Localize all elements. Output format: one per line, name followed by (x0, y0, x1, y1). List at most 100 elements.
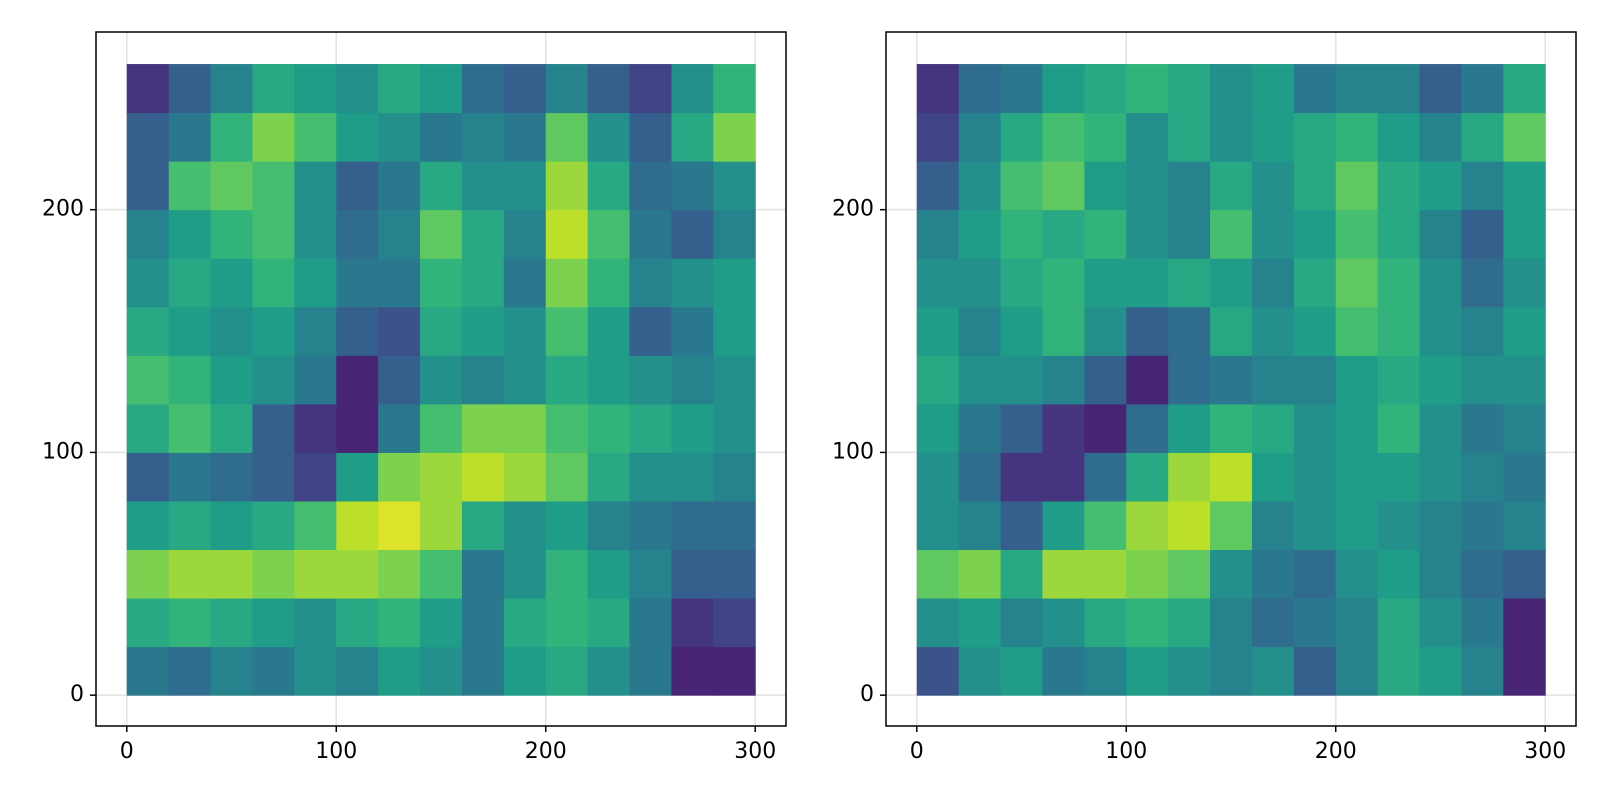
heatmap-cell (1293, 646, 1337, 696)
heatmap-cell (713, 306, 756, 356)
heatmap-cell (1461, 64, 1504, 114)
heatmap-cell (1461, 549, 1504, 599)
heatmap-cell (420, 646, 463, 696)
heatmap-cell (378, 500, 421, 551)
heatmap-cell (503, 64, 547, 114)
heatmap-cell (1377, 209, 1421, 259)
heatmap-cell (168, 598, 212, 648)
heatmap-cell (629, 258, 672, 308)
heatmap-cell (1084, 161, 1127, 211)
heatmap-cell (671, 209, 714, 259)
heatmap-cell (1126, 161, 1169, 211)
heatmap-cell (1042, 500, 1085, 551)
heatmap-cell (1251, 403, 1295, 453)
heatmap-cell (1000, 306, 1043, 356)
heatmap-cell (420, 258, 463, 308)
heatmap-cell (1000, 355, 1043, 405)
heatmap-cell (378, 549, 421, 599)
heatmap-cell (1084, 112, 1127, 162)
heatmap-cell (210, 500, 253, 551)
heatmap-cell (1419, 403, 1462, 453)
heatmap-cell (916, 258, 960, 308)
heatmap-cell (545, 64, 589, 114)
heatmap-cell (545, 161, 589, 211)
heatmap-cell (378, 258, 421, 308)
heatmap-cell (503, 112, 547, 162)
heatmap-cell (336, 598, 379, 648)
heatmap-cell (1210, 549, 1253, 599)
heatmap-cell (1335, 549, 1379, 599)
heatmap-cell (210, 549, 253, 599)
heatmap-cell (1210, 500, 1253, 551)
heatmap-cell (1293, 355, 1337, 405)
heatmap-cell (503, 306, 547, 356)
heatmap-cell (916, 598, 960, 648)
heatmap-cell (252, 258, 295, 308)
heatmap-cell (1126, 549, 1169, 599)
heatmap-cell (916, 646, 960, 696)
heatmap-cell (587, 646, 631, 696)
heatmap-cell (671, 549, 714, 599)
heatmap-cell (252, 646, 295, 696)
heatmap-cell (545, 258, 589, 308)
x-tick-label: 0 (910, 739, 924, 764)
heatmap-cell (1335, 646, 1379, 696)
heatmap-cell (294, 161, 337, 211)
heatmap-cell (1377, 452, 1421, 502)
heatmap-cell (1042, 258, 1085, 308)
heatmap-cell (1084, 452, 1127, 502)
heatmap-cell (545, 112, 589, 162)
heatmap-cell (1084, 306, 1127, 356)
heatmap-cell (461, 64, 505, 114)
x-tick-label: 200 (1315, 739, 1357, 764)
heatmap-cell (1042, 306, 1085, 356)
heatmap-cell (252, 549, 295, 599)
heatmap-cell (126, 209, 170, 259)
heatmap-cell (1084, 64, 1127, 114)
heatmap-cell (1377, 355, 1421, 405)
heatmap-cell (1042, 549, 1085, 599)
heatmap-cell (1335, 403, 1379, 453)
heatmap-cell (1461, 500, 1504, 551)
heatmap-cell (1042, 209, 1085, 259)
heatmap-cell (1377, 598, 1421, 648)
heatmap-cell (1210, 306, 1253, 356)
heatmap-cell (168, 112, 212, 162)
heatmap-cell (713, 258, 756, 308)
heatmap-cell (1377, 258, 1421, 308)
heatmap-cell (168, 549, 212, 599)
heatmap-cell (503, 258, 547, 308)
heatmap-cell (1293, 452, 1337, 502)
y-tick-label: 0 (70, 682, 84, 707)
heatmap-cell (671, 112, 714, 162)
heatmap-cell (1000, 64, 1043, 114)
heatmap-cell (629, 355, 672, 405)
heatmap-cell (1461, 403, 1504, 453)
heatmap-cell (587, 112, 631, 162)
x-tick-label: 300 (734, 739, 776, 764)
heatmap-cell (587, 500, 631, 551)
heatmap-cell (503, 598, 547, 648)
heatmap-cell (210, 646, 253, 696)
heatmap-cell (1503, 500, 1546, 551)
y-tick-label: 200 (42, 197, 84, 222)
heatmap-cell (587, 549, 631, 599)
heatmap-cell (1335, 598, 1379, 648)
heatmap-cell (629, 112, 672, 162)
heatmap-cell (629, 646, 672, 696)
heatmap-cell (958, 598, 1002, 648)
heatmap-cell (1251, 306, 1295, 356)
heatmap-cell (629, 500, 672, 551)
heatmap-cell (252, 161, 295, 211)
heatmap-cell (503, 452, 547, 502)
heatmap-cell (210, 403, 253, 453)
x-tick-label: 100 (1105, 739, 1147, 764)
heatmap-cell (503, 500, 547, 551)
heatmap-cell (1461, 209, 1504, 259)
plot-frame (885, 31, 1577, 727)
heatmap-cell (378, 306, 421, 356)
heatmap-cell (461, 112, 505, 162)
heatmap-cell (916, 549, 960, 599)
heatmap-cell (1503, 355, 1546, 405)
heatmap-cell (461, 306, 505, 356)
